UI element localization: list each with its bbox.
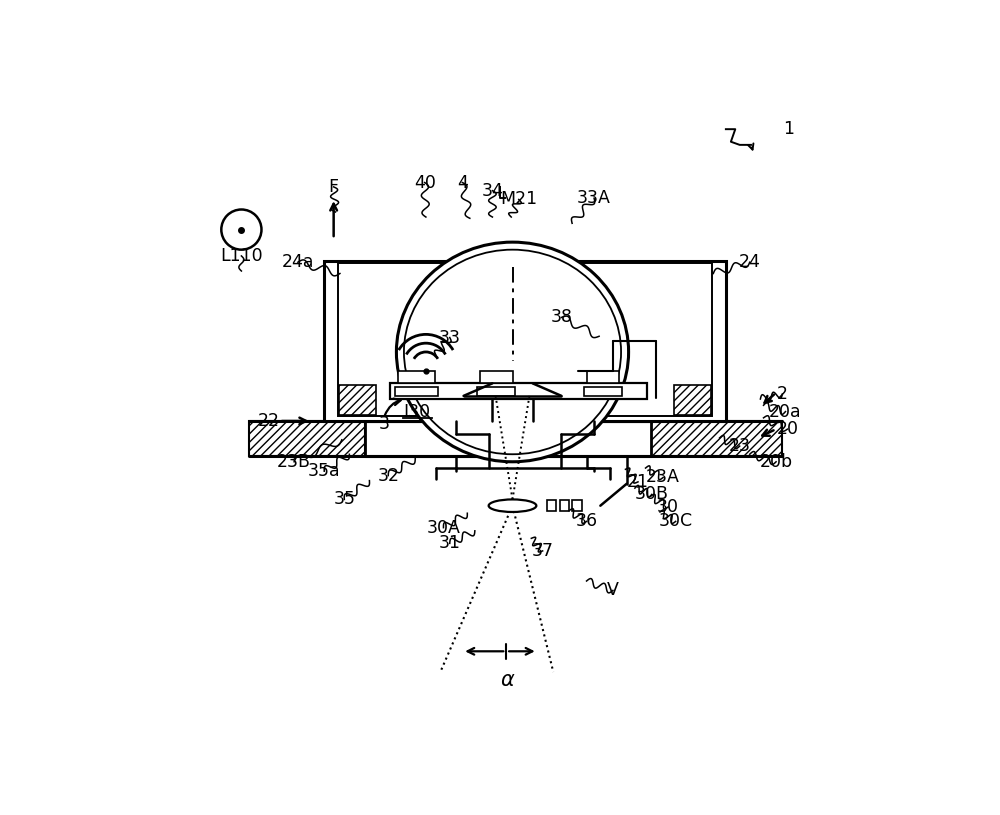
Text: 21: 21	[627, 473, 649, 491]
Text: 37: 37	[532, 542, 554, 560]
Text: 35a: 35a	[308, 462, 341, 480]
Bar	[674, 385, 711, 415]
Text: 30: 30	[657, 498, 679, 516]
Text: 20: 20	[776, 421, 798, 438]
Text: 24: 24	[739, 253, 761, 271]
Bar	[480, 371, 513, 383]
Bar	[324, 261, 726, 421]
Bar	[365, 421, 651, 456]
Text: 34: 34	[481, 182, 503, 200]
Text: 32: 32	[377, 466, 399, 485]
Text: 23B: 23B	[277, 453, 311, 471]
Bar	[390, 383, 647, 399]
Bar	[572, 500, 582, 511]
Text: 35: 35	[333, 491, 355, 509]
Text: L110: L110	[220, 247, 263, 265]
Text: M21: M21	[500, 191, 537, 209]
Text: F: F	[329, 178, 339, 196]
Bar	[584, 387, 622, 396]
Ellipse shape	[489, 500, 536, 512]
Text: 30B: 30B	[635, 486, 669, 504]
Text: 30C: 30C	[659, 513, 693, 531]
Bar	[651, 421, 782, 456]
Ellipse shape	[396, 242, 629, 462]
Bar	[587, 371, 619, 383]
Bar	[560, 500, 569, 511]
Text: I30: I30	[404, 403, 431, 421]
Bar	[395, 387, 438, 396]
Text: 23A: 23A	[646, 469, 680, 487]
Bar	[398, 371, 435, 383]
Text: 30A: 30A	[427, 518, 460, 536]
Text: 20b: 20b	[760, 453, 793, 471]
Text: 40: 40	[414, 174, 436, 192]
Bar	[547, 500, 556, 511]
Text: 31: 31	[439, 535, 461, 553]
Text: $\alpha$: $\alpha$	[500, 670, 515, 690]
Text: 24a: 24a	[282, 253, 314, 271]
Text: 2: 2	[777, 385, 788, 403]
Text: 3: 3	[378, 415, 389, 433]
Text: 1: 1	[783, 120, 794, 139]
Text: 22: 22	[258, 412, 280, 430]
Text: 20a: 20a	[769, 403, 802, 421]
Text: V: V	[607, 581, 619, 599]
Text: 23: 23	[729, 437, 751, 455]
Bar	[339, 385, 376, 415]
Text: 33: 33	[439, 328, 461, 346]
Text: 4: 4	[457, 174, 468, 192]
Bar	[249, 421, 365, 456]
Text: 38: 38	[550, 308, 572, 327]
Text: 33A: 33A	[577, 189, 611, 207]
Text: 36: 36	[575, 513, 598, 531]
Bar	[338, 263, 712, 416]
Bar	[477, 387, 515, 396]
